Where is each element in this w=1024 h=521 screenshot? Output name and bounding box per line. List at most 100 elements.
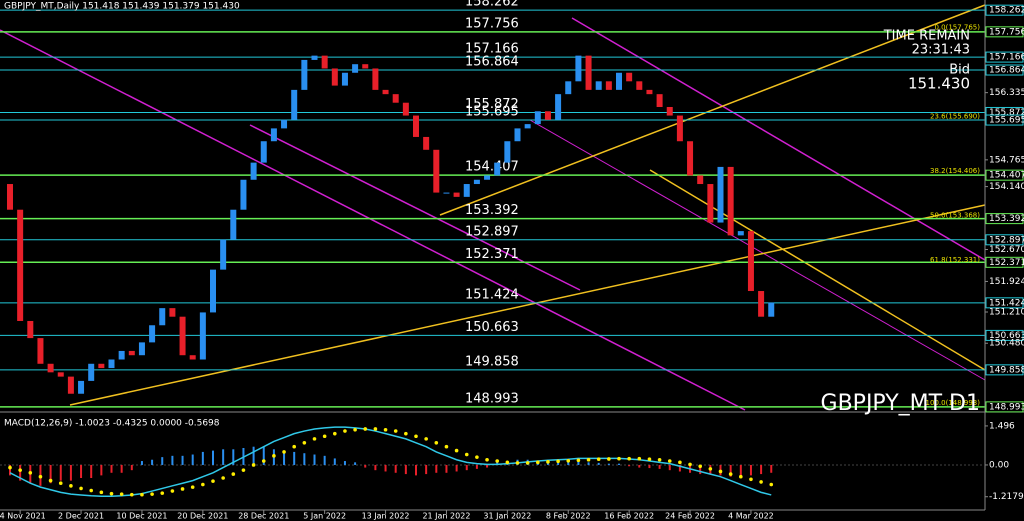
signal-dot bbox=[170, 489, 175, 493]
candle-body bbox=[737, 231, 744, 236]
signal-dot bbox=[718, 469, 723, 474]
bid: 151.430 bbox=[908, 75, 970, 93]
signal-dot bbox=[180, 487, 185, 491]
candle-body bbox=[473, 179, 480, 185]
macd-bar bbox=[628, 464, 631, 467]
fib-label: 100.0(148.993) bbox=[926, 399, 981, 407]
candle-body bbox=[220, 239, 227, 270]
y-tick-label: 155.695 bbox=[989, 116, 1024, 126]
candle-body bbox=[270, 128, 277, 142]
trendline bbox=[69, 204, 986, 406]
level-label: 154.407 bbox=[465, 160, 519, 175]
candle-body bbox=[392, 94, 399, 103]
level-box bbox=[985, 329, 1024, 341]
level-box bbox=[985, 169, 1024, 181]
level-label: 156.864 bbox=[465, 55, 519, 70]
macd-bar bbox=[140, 461, 143, 465]
signal-dot bbox=[292, 444, 297, 449]
signal-dot bbox=[190, 485, 195, 489]
candle-body bbox=[341, 72, 348, 86]
macd-bar bbox=[384, 464, 387, 472]
candle-body bbox=[758, 291, 765, 317]
y-tick-label: 149.858 bbox=[989, 365, 1024, 375]
x-tick-label: 16 Feb 2022 bbox=[604, 512, 654, 521]
signal-dot bbox=[48, 478, 53, 483]
candle-body bbox=[555, 94, 562, 120]
macd-bar bbox=[770, 464, 773, 473]
signal-dot bbox=[312, 437, 317, 441]
level-label: 155.695 bbox=[465, 105, 519, 120]
candle-body bbox=[768, 302, 775, 317]
candle-body bbox=[250, 162, 257, 180]
macd-bar bbox=[577, 461, 580, 465]
signal-dot bbox=[404, 431, 408, 436]
signal-dot bbox=[69, 484, 73, 488]
macd-bar bbox=[729, 464, 732, 477]
candle-body bbox=[453, 192, 460, 197]
y-tick-label: 151.424 bbox=[989, 298, 1024, 308]
signal-dot bbox=[657, 457, 662, 462]
macd-bar bbox=[587, 462, 590, 465]
candle-body bbox=[402, 102, 409, 116]
signal-dot bbox=[383, 427, 388, 432]
signal-dot bbox=[444, 444, 449, 449]
signal-dot bbox=[678, 460, 682, 465]
x-tick-label: 21 Jan 2022 bbox=[422, 512, 470, 521]
candle-body bbox=[159, 308, 166, 326]
signal-dot bbox=[434, 440, 439, 445]
signal-dot bbox=[749, 477, 753, 482]
signal-dot bbox=[495, 459, 500, 463]
candle-body bbox=[372, 68, 379, 90]
y-tick-label: 156.864 bbox=[989, 66, 1024, 76]
level-box bbox=[985, 297, 1024, 309]
macd-bar bbox=[59, 464, 62, 481]
candle-body bbox=[626, 72, 633, 82]
signal-dot bbox=[221, 476, 225, 480]
macd-bar bbox=[19, 464, 22, 481]
signal-dot bbox=[647, 457, 652, 462]
macd-bar bbox=[252, 446, 255, 465]
signal-dot bbox=[515, 461, 520, 465]
candle-body bbox=[565, 81, 572, 95]
macd-bar bbox=[699, 464, 702, 475]
macd-bar bbox=[333, 458, 336, 465]
level-label: 158.262 bbox=[465, 0, 519, 10]
candle-body bbox=[331, 68, 338, 86]
y-tick-label: 154.140 bbox=[989, 182, 1024, 192]
macd-bar bbox=[455, 464, 458, 472]
macd-bar bbox=[597, 462, 600, 465]
chart-title: GBPJPY_MT,Daily 151.418 151.439 151.379 … bbox=[4, 2, 240, 12]
signal-dot bbox=[576, 458, 581, 463]
candle-body bbox=[595, 81, 602, 90]
candle-body bbox=[484, 175, 491, 180]
macd-bar bbox=[638, 464, 641, 468]
level-box bbox=[985, 364, 1024, 376]
candle-body bbox=[230, 209, 237, 240]
macd-bar bbox=[465, 464, 468, 471]
candle-body bbox=[199, 312, 206, 360]
signal-dot bbox=[333, 431, 337, 436]
candle-body bbox=[27, 320, 34, 339]
candle-body bbox=[727, 166, 734, 236]
macd-bar bbox=[100, 464, 103, 476]
signal-dot bbox=[769, 482, 774, 487]
y-tick-label: 152.371 bbox=[989, 258, 1024, 268]
signal-dot bbox=[99, 490, 104, 495]
macd-bar bbox=[658, 464, 661, 469]
macd-bar bbox=[181, 455, 184, 465]
y-tick-label: 157.166 bbox=[989, 53, 1024, 63]
fib-label: 61.8(152.331) bbox=[930, 256, 980, 264]
signal-dot bbox=[607, 457, 611, 461]
level-label: 152.371 bbox=[465, 247, 519, 262]
candle-body bbox=[605, 81, 612, 90]
level-label: 157.756 bbox=[465, 16, 519, 31]
candle-body bbox=[108, 359, 115, 369]
level-label: 153.392 bbox=[465, 203, 519, 218]
macd-label: MACD(12,26,9) -1.0023 -0.4325 0.0000 -0.… bbox=[4, 419, 220, 429]
candle-body bbox=[169, 308, 176, 317]
signal-dot bbox=[160, 491, 165, 495]
candle-body bbox=[463, 184, 470, 197]
signal-dot bbox=[79, 486, 83, 491]
macd-line bbox=[9, 426, 772, 498]
signal-dot bbox=[302, 440, 307, 445]
